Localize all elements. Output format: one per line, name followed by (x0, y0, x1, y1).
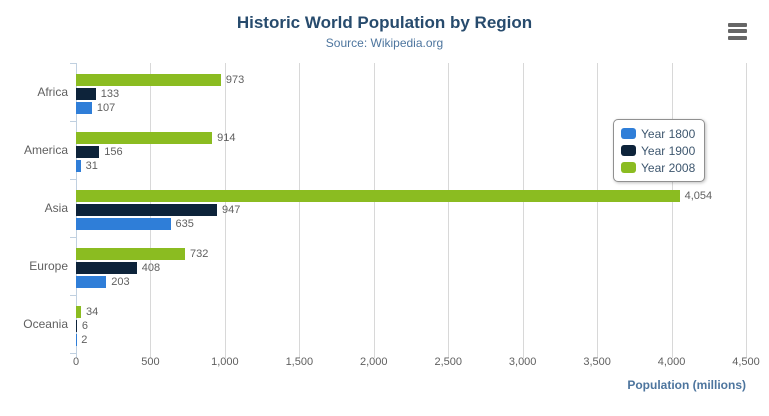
data-label: 973 (225, 74, 245, 86)
legend-swatch-icon (621, 145, 636, 156)
x-axis-tick-label: 1,000 (211, 356, 239, 368)
data-label: 133 (100, 88, 120, 100)
legend-item-year-1800[interactable]: Year 1800 (621, 125, 695, 142)
data-label: 107 (96, 102, 116, 114)
bar-year-2008-europe[interactable] (76, 248, 185, 260)
category-row-oceania: 34 6 2 (76, 295, 746, 353)
x-axis-tick-label: 0 (72, 356, 80, 368)
x-axis-tick-label: 2,500 (434, 356, 462, 368)
legend-item-year-2008[interactable]: Year 2008 (621, 159, 695, 176)
context-menu-button[interactable] (726, 20, 750, 42)
gridline (671, 63, 673, 358)
category-boundary-tick (70, 63, 76, 64)
data-label: 31 (85, 160, 98, 172)
bar-line: 31 (76, 160, 746, 172)
x-axis-tick-label: 3,000 (508, 356, 537, 368)
x-axis-tick-label: 500 (141, 356, 160, 368)
category-boundary-tick (70, 121, 76, 122)
data-label: 635 (175, 218, 194, 230)
gridline (448, 63, 450, 358)
legend: Year 1800 Year 1900 Year 2008 (613, 119, 706, 182)
legend-label: Year 2008 (641, 160, 696, 175)
bar-line: 2 (76, 334, 746, 346)
bar-year-1900-europe[interactable] (76, 262, 137, 274)
category-row-america: 914 156 31 (76, 121, 746, 179)
chart-subtitle: Source: Wikipedia.org (325, 36, 444, 50)
gridline (224, 63, 226, 358)
category-row-europe: 732 408 203 (76, 237, 746, 295)
data-label: 6 (81, 320, 89, 332)
gridline (373, 63, 375, 358)
bar-year-1800-america[interactable] (76, 160, 81, 172)
gridline (299, 63, 301, 358)
bar-year-2008-america[interactable] (76, 132, 213, 144)
data-label: 4,054 (684, 190, 713, 202)
x-axis-tick-label: 2,000 (360, 356, 388, 368)
legend-item-year-1900[interactable]: Year 1900 (621, 142, 695, 159)
category-label-oceania: Oceania (23, 317, 68, 331)
bar-year-1800-asia[interactable] (76, 218, 171, 230)
category-label-africa: Africa (37, 85, 68, 99)
plot-area: 973 133 107 914 156 31 4,054 947 635 732 408 203 34 6… (70, 63, 747, 358)
bar-line: 732 (76, 248, 746, 260)
x-axis-title: Population (millions) (627, 378, 746, 392)
category-boundary-tick (70, 237, 76, 238)
data-label: 34 (86, 306, 99, 318)
legend-label: Year 1900 (641, 143, 696, 158)
data-label: 2 (81, 334, 88, 346)
category-boundary-tick (70, 179, 76, 180)
bar-line: 6 (76, 320, 746, 332)
x-axis-tick-label: 4,000 (657, 356, 686, 368)
chart-title: Historic World Population by Region (236, 13, 533, 32)
category-row-africa: 973 133 107 (76, 63, 746, 121)
bar-line: 156 (76, 146, 746, 158)
category-boundary-tick (70, 295, 76, 296)
category-label-europe: Europe (29, 259, 68, 273)
bar-line: 203 (76, 276, 746, 288)
legend-swatch-icon (621, 162, 636, 173)
bar-year-2008-oceania[interactable] (76, 306, 82, 318)
bar-year-1900-oceania[interactable] (76, 320, 77, 332)
bar-year-2008-africa[interactable] (76, 74, 221, 86)
legend-label: Year 1800 (641, 126, 696, 141)
gridline (746, 63, 747, 358)
bar-line: 635 (76, 218, 746, 230)
bar-year-1900-america[interactable] (76, 146, 100, 158)
category-label-asia: Asia (44, 201, 68, 215)
bar-year-1900-asia[interactable] (76, 204, 217, 216)
data-label: 947 (221, 204, 241, 216)
bar-line: 34 (76, 306, 746, 318)
bar-line: 408 (76, 262, 746, 274)
x-axis-tick-label: 4,500 (732, 356, 760, 368)
x-axis-tick-label: 3,500 (583, 356, 611, 368)
bar-line: 4,054 (76, 190, 746, 202)
bar-year-2008-asia[interactable] (76, 190, 680, 202)
data-label: 156 (104, 146, 123, 158)
data-label: 732 (189, 248, 209, 260)
hamburger-menu-icon (728, 22, 747, 40)
category-boundary-tick (70, 353, 76, 354)
category-label-america: America (23, 143, 68, 157)
bar-line: 133 (76, 88, 746, 100)
bar-line: 107 (76, 102, 746, 114)
bar-line: 947 (76, 204, 746, 216)
data-label: 408 (141, 262, 161, 274)
legend-swatch-icon (621, 128, 636, 139)
bar-year-1800-europe[interactable] (76, 276, 107, 288)
bar-line: 914 (76, 132, 746, 144)
data-label: 203 (111, 276, 130, 288)
bar-year-1900-africa[interactable] (76, 88, 96, 100)
data-label: 914 (217, 132, 236, 144)
gridline (597, 63, 599, 358)
category-row-asia: 4,054 947 635 (76, 179, 746, 237)
gridline (522, 63, 524, 358)
x-axis-tick-label: 1,500 (285, 356, 314, 368)
bar-line: 973 (76, 74, 746, 86)
bar-year-1800-africa[interactable] (76, 102, 92, 114)
